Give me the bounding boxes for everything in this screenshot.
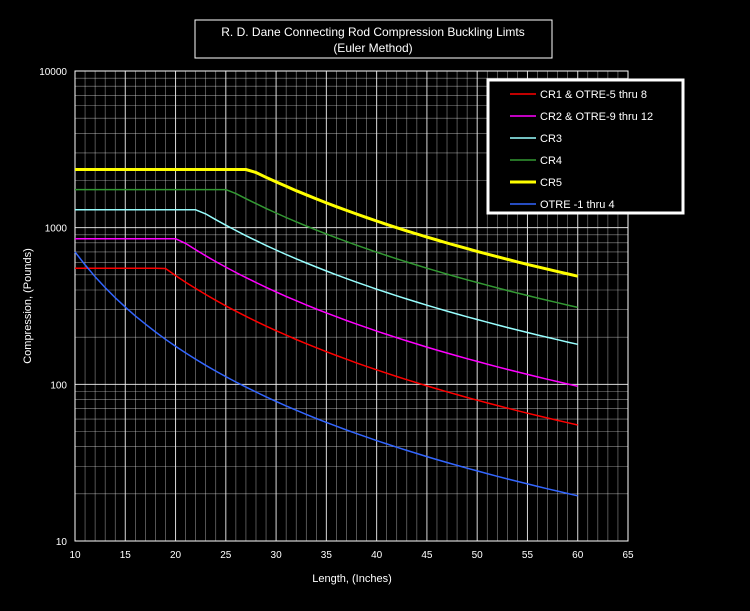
series-line-2 bbox=[75, 237, 578, 388]
x-tick-label: 65 bbox=[622, 550, 634, 561]
chart-subtitle: (Euler Method) bbox=[333, 41, 412, 55]
chart-title: R. D. Dane Connecting Rod Compression Bu… bbox=[221, 25, 524, 39]
x-tick-label: 10 bbox=[69, 550, 81, 561]
series-line-5 bbox=[75, 168, 579, 278]
y-tick-label: 10 bbox=[56, 537, 68, 548]
legend-label: CR3 bbox=[540, 133, 562, 145]
x-tick-label: 15 bbox=[120, 550, 132, 561]
x-tick-label: 25 bbox=[220, 550, 232, 561]
y-tick-label: 10000 bbox=[39, 67, 67, 78]
x-tick-labels: 10 15 20 25 30 35 40 45 50 55 60 65 bbox=[69, 550, 634, 561]
x-tick-label: 30 bbox=[271, 550, 283, 561]
legend-items: CR1 & OTRE-5 thru 8 CR2 & OTRE-9 thru 12 C… bbox=[510, 89, 653, 211]
legend: CR1 & OTRE-5 thru 8 CR2 & OTRE-9 thru 12 C… bbox=[486, 78, 685, 215]
legend-label: CR4 bbox=[540, 155, 562, 167]
x-axis-label: Length, (Inches) bbox=[312, 573, 392, 585]
x-tick-label: 45 bbox=[421, 550, 433, 561]
x-tick-label: 55 bbox=[522, 550, 534, 561]
series-line-4 bbox=[75, 188, 578, 309]
y-tick-label: 100 bbox=[50, 380, 67, 391]
plot-frame bbox=[74, 70, 629, 542]
x-tick-label: 35 bbox=[321, 550, 333, 561]
title-box bbox=[194, 19, 553, 59]
legend-label: OTRE -1 thru 4 bbox=[540, 199, 615, 211]
series-line-1 bbox=[75, 267, 578, 426]
series-lines bbox=[74, 168, 579, 497]
legend-label: CR5 bbox=[540, 177, 562, 189]
x-tick-label: 50 bbox=[472, 550, 484, 561]
x-tick-label: 40 bbox=[371, 550, 383, 561]
y-tick-label: 1000 bbox=[45, 224, 68, 235]
x-tick-label: 20 bbox=[170, 550, 182, 561]
y-axis-label: Compression, (Pounds) bbox=[22, 248, 34, 364]
legend-label: CR1 & OTRE-5 thru 8 bbox=[540, 89, 647, 101]
series-line-3 bbox=[75, 209, 578, 346]
y-tick-labels: 10 100 1000 10000 bbox=[39, 67, 67, 548]
series-line-6 bbox=[74, 251, 578, 497]
legend-label: CR2 & OTRE-9 thru 12 bbox=[540, 111, 653, 123]
legend-box bbox=[486, 78, 685, 215]
x-tick-label: 60 bbox=[572, 550, 584, 561]
